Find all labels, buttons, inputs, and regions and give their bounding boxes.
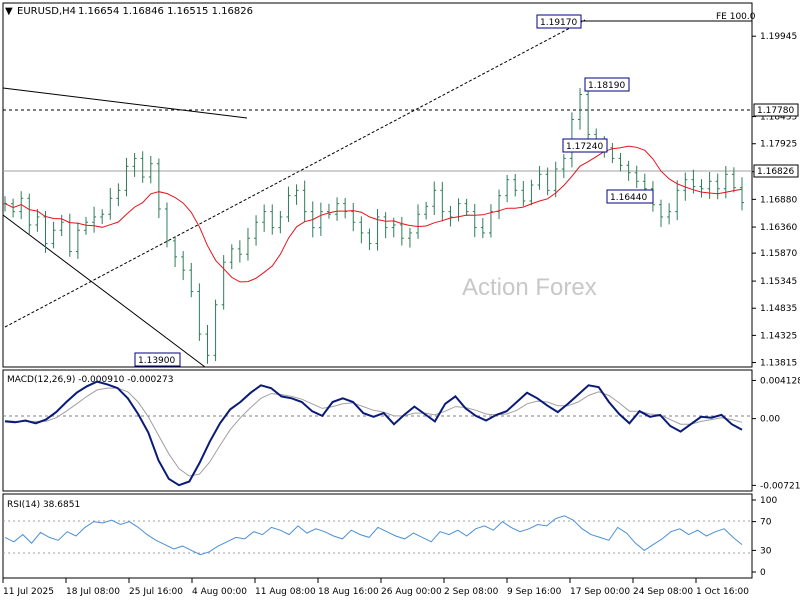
annotation-label: 1.13900 xyxy=(138,356,175,366)
macd-tick-label: -0.007216 xyxy=(760,481,800,491)
price-y-axis: 1.199451.184351.179251.174001.168801.163… xyxy=(752,32,797,369)
time-tick-label: 17 Sep 00:00 xyxy=(570,587,630,597)
price-tick-label: 1.17925 xyxy=(760,140,797,150)
rsi-tick-label: 0 xyxy=(760,568,766,578)
trendline-lower xyxy=(2,214,206,368)
price-tick-label: 1.14835 xyxy=(760,304,797,314)
price-tick-label: 1.14325 xyxy=(760,331,797,341)
time-axis: 11 Jul 2025 18 Jul 08:00 25 Jul 16:00 4 Aug… xyxy=(2,578,749,597)
time-tick-label: 18 Aug 16:00 xyxy=(318,587,379,597)
trendline-dashed xyxy=(4,19,586,328)
price-tick-label: 1.13815 xyxy=(760,359,797,369)
annotation-1-13900: 1.13900 xyxy=(134,352,181,367)
rsi-title: RSI(14) 38.6851 xyxy=(7,500,80,510)
macd-panel: MACD(12,26,9) -0.000910 -0.000273 0.0041… xyxy=(2,369,800,492)
time-tick-label: 25 Jul 16:00 xyxy=(129,587,183,597)
macd-main-line xyxy=(4,380,743,487)
watermark: Action Forex xyxy=(462,274,597,301)
symbol-label: EURUSD,H4 xyxy=(17,6,76,17)
current-price-label: 1.16826 xyxy=(757,167,794,177)
rsi-panel: RSI(14) 38.6851 100 70 30 0 xyxy=(2,493,777,579)
ohlc-values: 1.16654 1.16846 1.16515 1.16826 xyxy=(78,6,253,17)
macd-tick-label: 0.004128 xyxy=(760,376,800,386)
annotation-label: 1.16440 xyxy=(610,193,647,203)
time-tick-label: 11 Aug 08:00 xyxy=(255,587,316,597)
price-tick-label: 1.16360 xyxy=(760,223,797,233)
time-tick-label: 24 Sep 08:00 xyxy=(633,587,693,597)
time-tick-label: 1 Oct 16:00 xyxy=(696,587,749,597)
annotation-1-18190: 1.18190 xyxy=(584,77,630,92)
annotation-label: 1.17240 xyxy=(566,142,603,152)
fe-label: FE 100.0 xyxy=(716,12,756,22)
price-tick-label: 1.15345 xyxy=(760,277,797,287)
rsi-panel-frame xyxy=(2,493,753,579)
rsi-tick-label: 100 xyxy=(760,496,777,506)
time-tick-label: 2 Sep 08:00 xyxy=(444,587,499,597)
annotation-1-16440: 1.16440 xyxy=(606,189,654,204)
rsi-y-axis: 100 70 30 0 xyxy=(752,496,777,578)
price-tick-label: 1.19945 xyxy=(760,32,797,42)
annotation-1-17240: 1.17240 xyxy=(562,138,608,153)
price-tick-label: 1.15870 xyxy=(760,249,797,259)
level-tag-1-17780: 1.17780 xyxy=(753,103,799,117)
time-tick-label: 11 Jul 2025 xyxy=(3,587,54,597)
rsi-line xyxy=(4,515,743,556)
rsi-tick-label: 30 xyxy=(760,546,772,556)
macd-signal-line xyxy=(4,387,743,477)
price-panel-frame xyxy=(2,2,753,368)
time-tick-label: 9 Sep 16:00 xyxy=(507,587,562,597)
time-tick-label: 4 Aug 00:00 xyxy=(192,587,247,597)
moving-average-line xyxy=(4,145,743,283)
current-price-tag: 1.16826 xyxy=(753,164,799,178)
time-tick-label: 26 Aug 00:00 xyxy=(381,587,442,597)
macd-tick-label: 0.00 xyxy=(760,415,780,425)
price-tick-label: 1.18435 xyxy=(760,113,797,123)
annotation-label: 1.18190 xyxy=(588,81,625,91)
time-tick-label: 18 Jul 08:00 xyxy=(66,587,120,597)
price-series xyxy=(3,85,744,364)
annotation-label: 1.19170 xyxy=(540,18,577,28)
dropdown-arrow-icon[interactable]: ▼ xyxy=(5,6,13,17)
level-tag-label: 1.17780 xyxy=(757,106,794,116)
annotation-1-19170: 1.19170 xyxy=(536,14,582,29)
macd-panel-frame xyxy=(2,369,753,492)
macd-title: MACD(12,26,9) -0.000910 -0.000273 xyxy=(7,375,173,385)
trendline-upper xyxy=(2,87,248,119)
macd-y-axis: 0.004128 0.00 -0.007216 xyxy=(752,376,800,491)
price-tick-label: 1.16880 xyxy=(760,195,797,205)
price-panel: ▼ EURUSD,H4 1.16654 1.16846 1.16515 1.16… xyxy=(2,2,799,369)
rsi-tick-label: 70 xyxy=(760,518,772,528)
